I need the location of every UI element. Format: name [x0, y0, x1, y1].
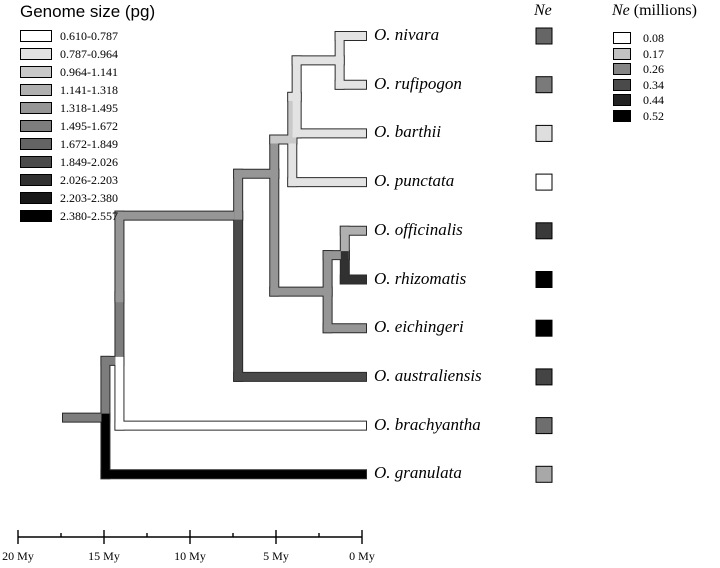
time-axis-tick-label: 0 My: [349, 549, 375, 563]
ne-legend-item: 0.52: [613, 108, 713, 124]
ne-legend-swatch: [613, 78, 631, 91]
ne-square: [535, 76, 553, 94]
ne-legend-label: 0.17: [643, 46, 664, 61]
genome-legend-swatch: [20, 138, 52, 150]
genome-legend-item: 1.495-1.672: [20, 118, 170, 136]
genome-legend-item: 1.849-2.026: [20, 154, 170, 172]
genome-legend-swatch: [20, 156, 52, 168]
genome-size-legend: 0.610-0.787 0.787-0.964 0.964-1.141 1.141-1…: [20, 28, 170, 226]
genome-legend-swatch: [20, 210, 52, 222]
genome-legend-label: 0.787-0.964: [60, 47, 118, 61]
ne-legend-label: 0.52: [643, 108, 664, 123]
taxon-label: O. eichingeri: [374, 317, 464, 337]
ne-legend-swatch: [613, 32, 631, 44]
genome-legend-item: 1.141-1.318: [20, 82, 170, 100]
taxon-label: O. nivara: [374, 25, 440, 44]
time-axis-tick-label: 5 My: [263, 549, 289, 563]
ne-squares-column: [535, 27, 553, 483]
genome-legend-swatch: [20, 48, 52, 60]
ne-legend-title: Ne (millions): [612, 2, 697, 20]
ne-legend-title-italic: Ne: [612, 2, 630, 19]
phylogenetic-tree: [62, 31, 367, 480]
taxon-label: O. rhizomatis: [374, 268, 467, 288]
genome-legend-item: 0.610-0.787: [20, 28, 170, 46]
ne-square: [535, 124, 553, 142]
ne-legend-swatch: [613, 109, 631, 122]
ne-legend-title-rest: (millions): [629, 2, 697, 19]
genome-legend-swatch: [20, 84, 52, 96]
taxon-label: O. brachyantha: [374, 414, 481, 434]
ne-legend-item: 0.34: [613, 77, 713, 93]
taxon-label: O. barthii: [374, 122, 442, 142]
genome-legend-label: 1.318-1.495: [60, 101, 118, 115]
ne-legend: 0.08 0.17 0.26 0.34 0.44 0.52: [613, 30, 713, 123]
ne-square: [535, 368, 553, 386]
taxon-label: O. officinalis: [374, 219, 463, 239]
genome-legend-swatch: [20, 102, 52, 114]
ne-legend-label: 0.26: [643, 62, 664, 76]
ne-square: [535, 271, 553, 288]
taxon-label: O. rufipogon: [374, 73, 462, 93]
genome-legend-swatch: [20, 192, 52, 204]
ne-legend-label: 0.08: [643, 31, 664, 45]
ne-square: [535, 465, 553, 483]
genome-legend-swatch: [20, 120, 52, 132]
genome-legend-item: 1.318-1.495: [20, 100, 170, 118]
ne-legend-swatch: [613, 47, 631, 60]
genome-legend-item: 0.787-0.964: [20, 46, 170, 64]
ne-legend-item: 0.08: [613, 30, 713, 46]
genome-legend-swatch: [20, 30, 52, 42]
genome-legend-swatch: [20, 66, 52, 78]
genome-legend-item: 1.672-1.849: [20, 136, 170, 154]
genome-legend-label: 2.380-2.557: [60, 209, 118, 223]
taxon-label: O. australiensis: [374, 365, 482, 385]
taxon-label: O. granulata: [374, 463, 462, 483]
ne-square: [535, 319, 553, 337]
genome-legend-label: 2.026-2.203: [60, 173, 118, 187]
ne-square: [535, 417, 553, 435]
ne-legend-item: 0.44: [613, 92, 713, 108]
time-axis-tick-label: 15 My: [88, 549, 120, 563]
time-axis-tick-label: 20 My: [2, 549, 34, 563]
ne-legend-swatch: [613, 63, 631, 75]
genome-legend-label: 1.141-1.318: [60, 83, 118, 97]
genome-legend-item: 0.964-1.141: [20, 64, 170, 82]
genome-legend-label: 1.672-1.849: [60, 137, 118, 151]
ne-square: [535, 173, 553, 191]
genome-legend-label: 2.203-2.380: [60, 191, 118, 205]
genome-legend-label: 1.495-1.672: [60, 119, 118, 133]
time-axis-tick-label: 10 My: [174, 549, 206, 563]
genome-legend-label: 0.964-1.141: [60, 65, 118, 79]
genome-legend-swatch: [20, 174, 52, 186]
ne-square: [535, 27, 553, 45]
genome-legend-item: 2.203-2.380: [20, 190, 170, 208]
ne-legend-swatch: [613, 94, 631, 106]
ne-legend-item: 0.26: [613, 61, 713, 77]
taxon-label: O. punctata: [374, 171, 455, 191]
genome-legend-item: 2.026-2.203: [20, 172, 170, 190]
time-axis: [17, 530, 363, 544]
ne-legend-label: 0.44: [643, 93, 664, 107]
ne-legend-label: 0.34: [643, 77, 664, 92]
ne-square: [535, 222, 553, 240]
genome-legend-title: Genome size (pg): [20, 2, 156, 21]
ne-column-title: Ne: [534, 2, 552, 19]
genome-legend-label: 0.610-0.787: [60, 29, 118, 43]
ne-legend-item: 0.17: [613, 46, 713, 62]
genome-legend-item: 2.380-2.557: [20, 208, 170, 226]
genome-legend-label: 1.849-2.026: [60, 155, 118, 169]
